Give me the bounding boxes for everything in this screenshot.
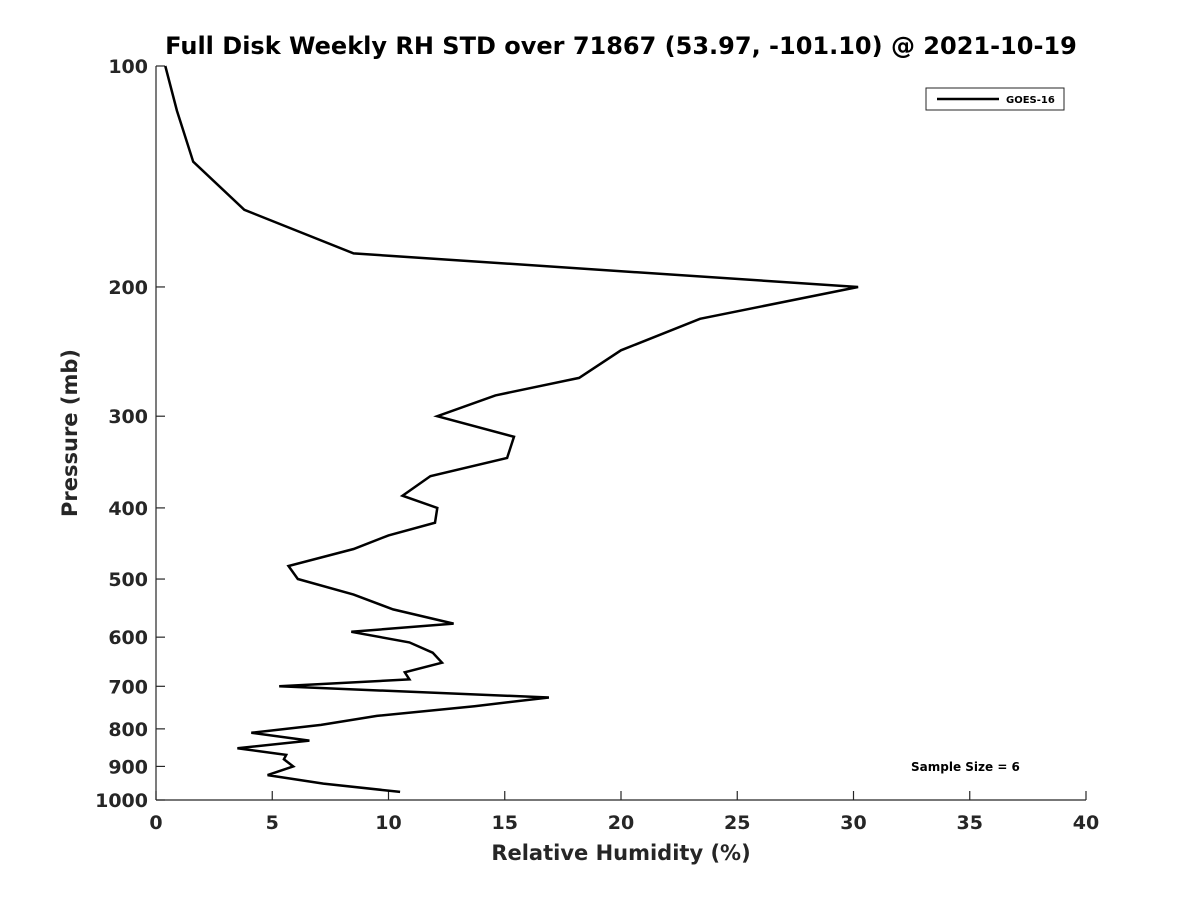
y-tick-label: 600	[108, 627, 148, 649]
x-tick-label: 35	[957, 812, 983, 834]
y-tick-label: 500	[108, 569, 148, 591]
x-tick-label: 25	[724, 812, 750, 834]
x-tick-label: 30	[840, 812, 866, 834]
legend-entry-goes-16: GOES-16	[1006, 95, 1055, 106]
y-tick-label: 1000	[95, 790, 148, 812]
legend: GOES-16	[925, 87, 1065, 111]
x-tick-label: 40	[1073, 812, 1099, 834]
x-axis-label: Relative Humidity (%)	[491, 841, 750, 865]
y-tick-label: 900	[108, 756, 148, 778]
y-tick-label: 200	[108, 277, 148, 299]
y-axis-label: Pressure (mb)	[58, 349, 82, 517]
x-tick-label: 0	[149, 812, 162, 834]
y-tick-label: 300	[108, 406, 148, 428]
x-tick-label: 5	[266, 812, 279, 834]
axes	[155, 66, 1086, 801]
chart-title: Full Disk Weekly RH STD over 71867 (53.9…	[165, 32, 1077, 60]
y-ticks: 100 200 300 400 500 600 700 800 900 1000	[95, 56, 165, 812]
series-layer	[164, 65, 859, 794]
x-ticks: 0 5 10 15 20 25 30 35 40	[149, 791, 1099, 834]
x-tick-label: 15	[492, 812, 518, 834]
y-tick-label: 800	[108, 719, 148, 741]
x-tick-label: 20	[608, 812, 634, 834]
series-line-goes-16	[164, 65, 859, 794]
y-tick-label: 700	[108, 676, 148, 698]
y-tick-label: 100	[108, 56, 148, 78]
y-tick-label: 400	[108, 498, 148, 520]
sample-size-annotation: Sample Size = 6	[911, 760, 1020, 774]
x-tick-label: 10	[375, 812, 401, 834]
